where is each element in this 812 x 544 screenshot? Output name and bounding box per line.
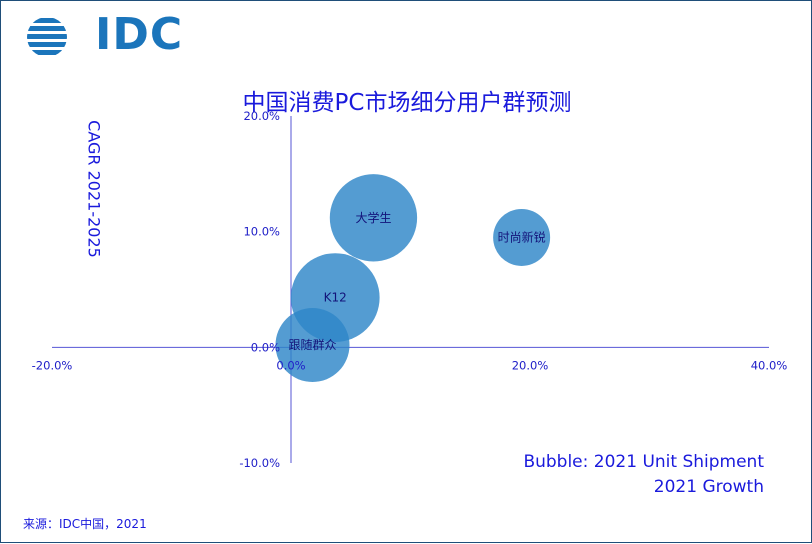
x-tick-label-2: 20.0% xyxy=(512,358,549,372)
y-tick-label-2: 0.0% xyxy=(251,340,280,354)
x-axis-note: 2021 Growth xyxy=(653,477,764,497)
bubble-label-0: 跟随群众 xyxy=(289,337,337,352)
bubble-label-3: 时尚新锐 xyxy=(498,229,546,244)
y-tick-label-0: 20.0% xyxy=(243,109,280,123)
logo-text: IDC xyxy=(95,9,184,60)
idc-logo: IDC xyxy=(25,9,182,63)
source-note: 来源：IDC中国，2021 xyxy=(23,517,147,531)
x-tick-label-0: -20.0% xyxy=(32,358,73,372)
bubble-label-2: 大学生 xyxy=(355,210,391,225)
bubble-label-1: K12 xyxy=(324,291,347,305)
chart-title: 中国消费PC市场细分用户群预测 xyxy=(242,90,572,116)
bubble-3 xyxy=(493,208,551,266)
bubble-size-note: Bubble: 2021 Unit Shipment xyxy=(523,452,764,472)
x-tick-label-1: 0.0% xyxy=(276,358,305,372)
bubble-2 xyxy=(329,174,418,262)
y-tick-label-3: -10.0% xyxy=(239,456,280,470)
globe-icon xyxy=(27,18,67,55)
x-tick-label-3: 40.0% xyxy=(751,358,788,372)
y-tick-label-1: 10.0% xyxy=(243,225,280,239)
bubble-1 xyxy=(290,253,380,342)
